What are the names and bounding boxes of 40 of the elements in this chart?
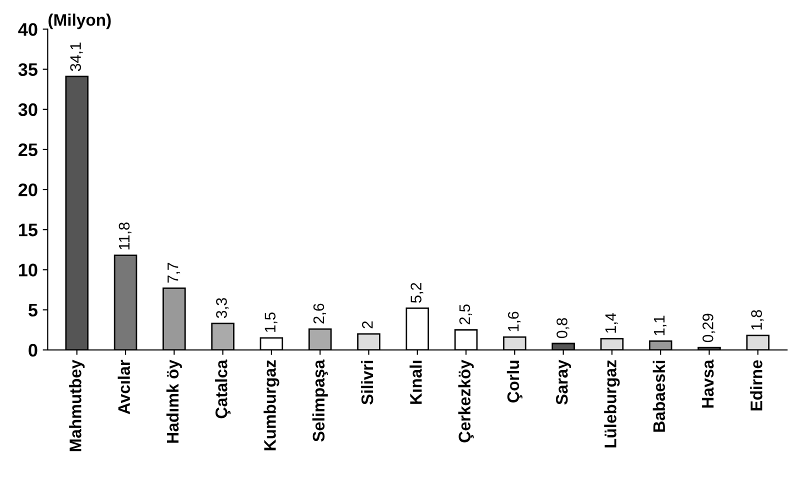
x-tick-label: Çatalca (215, 360, 231, 418)
y-tick-label: 15 (19, 224, 38, 236)
x-tick-label: Babaeski (652, 360, 666, 432)
data-label: 1,8 (751, 310, 764, 330)
data-label: 1,4 (605, 313, 618, 333)
data-label: 0,29 (702, 314, 716, 342)
data-label: 2,5 (459, 304, 472, 324)
y-tick-label: 40 (18, 23, 38, 36)
x-tick-label: Çorlu (506, 360, 522, 402)
x-tick-label: Saray (556, 360, 572, 405)
data-label: 1,1 (654, 316, 666, 336)
y-tick-label: 10 (19, 264, 38, 276)
y-tick-label: 0 (28, 344, 38, 357)
x-tick-label: Silivri (360, 360, 374, 405)
data-label: 2 (362, 321, 373, 328)
y-tick-label: 25 (18, 143, 38, 156)
data-label: 3,3 (216, 298, 229, 318)
x-tick-label: Kumburgaz (264, 360, 280, 450)
data-label: 34,1 (70, 42, 83, 72)
x-tick-label: Çerkezköy (458, 360, 474, 442)
x-tick-label: Selimpaşa (312, 360, 328, 442)
data-label: 0,8 (556, 318, 570, 338)
data-label: 1,6 (508, 312, 521, 332)
x-tick-label: Havsa (702, 360, 714, 408)
x-tick-label: Edirne (750, 360, 762, 410)
data-label: 7,7 (168, 262, 180, 283)
x-tick-label: Mahmutbey (69, 360, 85, 452)
y-tick-label: 35 (18, 63, 38, 76)
x-tick-label: Avcılar (118, 360, 130, 414)
y-axis-title: (Milyon) (48, 14, 111, 30)
data-label: 11,8 (118, 222, 132, 250)
data-label: 5,2 (410, 282, 424, 303)
y-tick-label: 20 (18, 183, 38, 196)
data-label: 2,6 (313, 304, 326, 324)
data-label: 1,5 (264, 312, 278, 332)
y-tick-label: 5 (28, 304, 38, 317)
x-tick-label: Kınalı (410, 360, 422, 404)
y-tick-label: 30 (18, 103, 38, 116)
x-tick-label: Lüleburgaz (604, 360, 620, 448)
x-tick-label: Hadımk öy (166, 360, 182, 443)
